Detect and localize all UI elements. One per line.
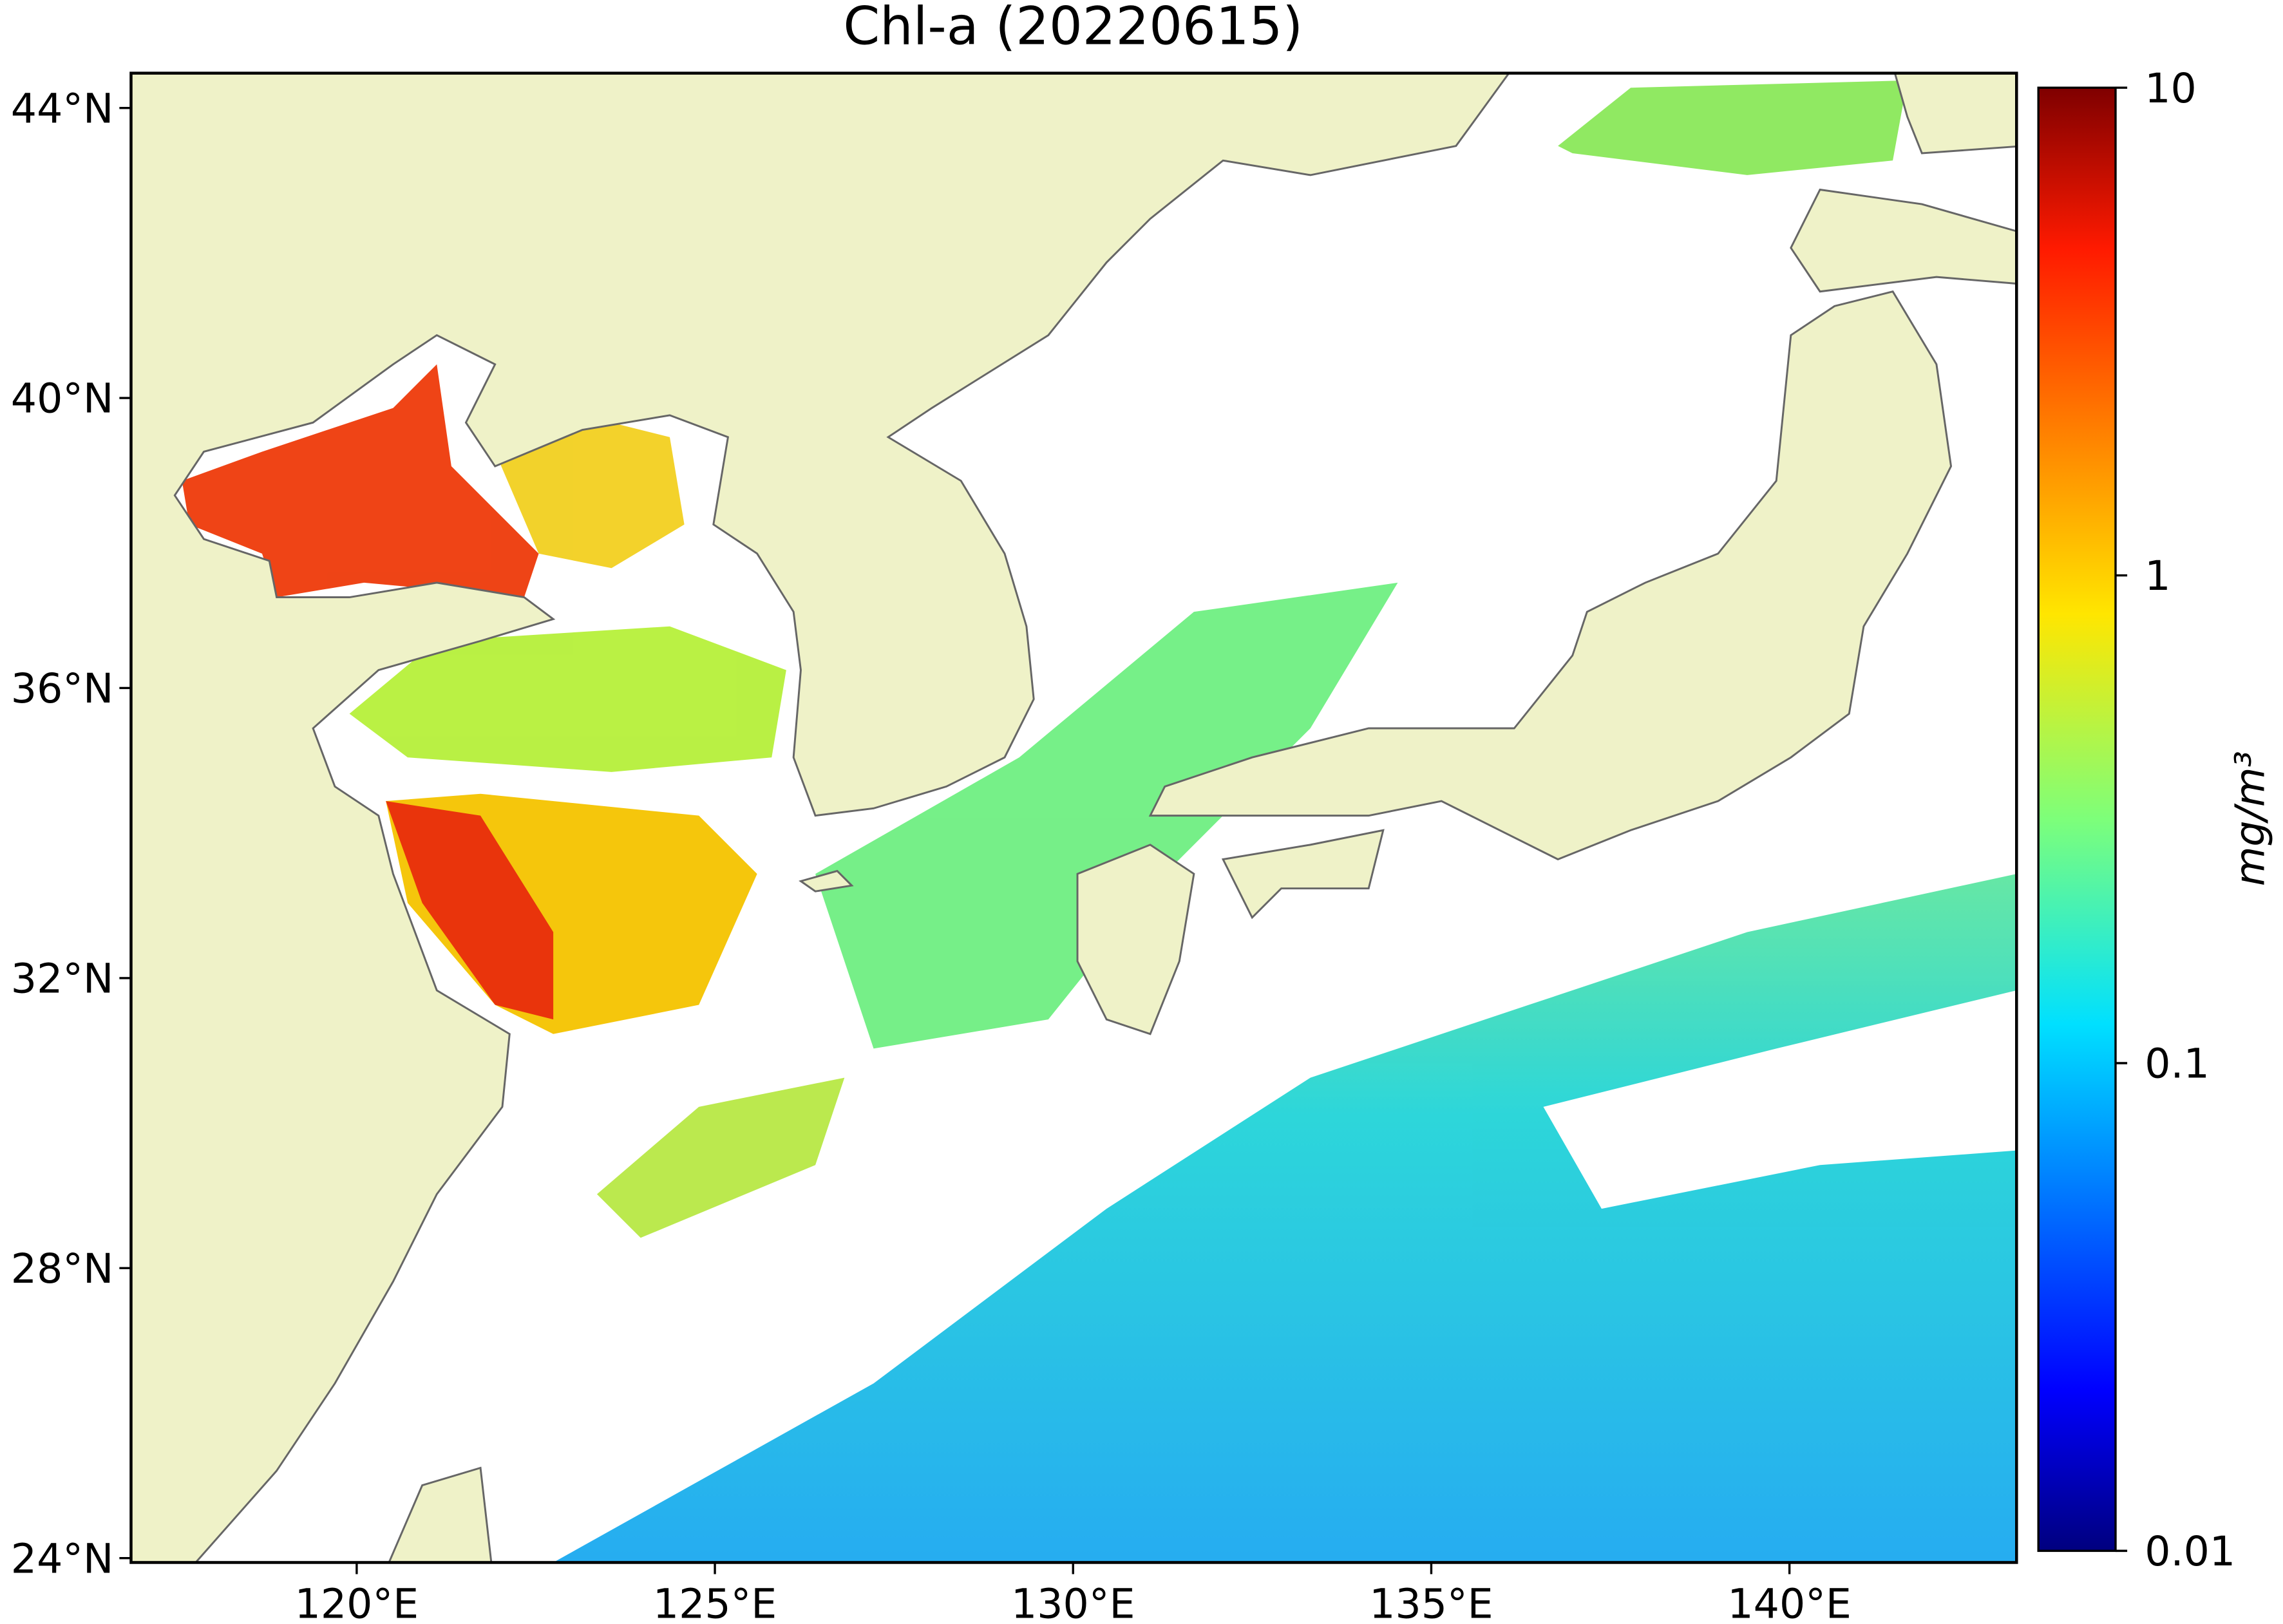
y-tick-label: 40°N <box>11 375 114 422</box>
y-tick-label: 32°N <box>11 955 114 1003</box>
y-tick-label: 36°N <box>11 665 114 712</box>
sakhalin <box>1893 73 2017 155</box>
chart-title: Chl-a (20220615) <box>843 0 1303 57</box>
chlorophyll-layer <box>182 80 2017 1563</box>
colorbar-tick-label: 0.01 <box>2145 1527 2235 1575</box>
colorbar-tick-label: 0.1 <box>2145 1040 2210 1088</box>
honshu <box>1148 290 1953 861</box>
chlorophyll-patch <box>815 582 1398 1049</box>
chlorophyll-patch <box>386 801 554 1020</box>
x-tick-label: 140°E <box>1727 1580 1851 1624</box>
map <box>131 73 2017 1563</box>
mainland <box>131 73 1510 1563</box>
chlorophyll-patch <box>495 422 685 569</box>
chlorophyll-patch <box>1558 80 1908 175</box>
y-tick-label: 28°N <box>11 1245 114 1292</box>
colorbar <box>2037 86 2117 1553</box>
y-tick-label: 44°N <box>11 84 114 132</box>
shikoku <box>1221 829 1385 920</box>
colorbar-tick-label: 1 <box>2145 552 2170 600</box>
x-tick-label: 120°E <box>295 1580 419 1624</box>
cloud-gap <box>1543 990 2017 1209</box>
y-tick-label: 24°N <box>11 1534 114 1582</box>
kyushu <box>1076 844 1195 1035</box>
hokkaido <box>1790 188 2017 293</box>
x-tick-label: 130°E <box>1011 1580 1135 1624</box>
chlorophyll-patch <box>596 1077 845 1238</box>
chlorophyll-patch <box>349 626 786 772</box>
x-tick-label: 135°E <box>1369 1580 1493 1624</box>
colorbar-label: mg/m³ <box>2226 751 2274 886</box>
taiwan <box>388 1466 493 1563</box>
jeju <box>799 869 854 892</box>
chlorophyll-patch <box>553 874 2017 1563</box>
chlorophyll-patch <box>182 364 539 598</box>
colorbar-tick-label: 10 <box>2145 64 2197 112</box>
x-tick-label: 125°E <box>653 1580 777 1624</box>
